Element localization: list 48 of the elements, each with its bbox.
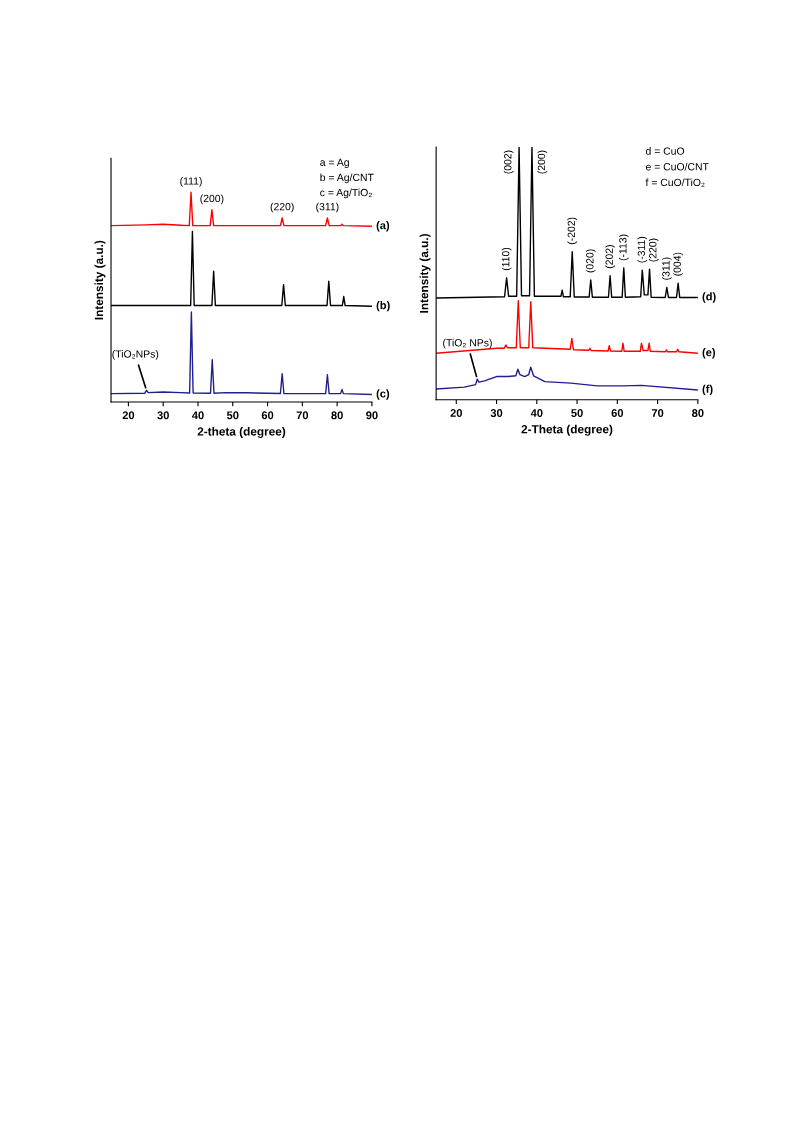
annotation: (-113) (618, 234, 629, 261)
x-tick-label: 40 (191, 411, 204, 420)
x-tick-label: 50 (571, 409, 583, 417)
x-axis-title: 2-Theta (degree) (521, 424, 613, 436)
y-axis-title: Intensity (a.u.) (419, 234, 431, 313)
y-axis-title: Intensity (a.u.) (94, 240, 106, 320)
annotation: (004) (673, 252, 683, 276)
annotation: (220) (270, 202, 294, 213)
series-label: (f) (702, 384, 713, 396)
x-tick-label: 30 (157, 411, 169, 420)
text: b = Ag/CNT (320, 173, 374, 184)
x-tick-label: 70 (651, 409, 664, 417)
annotation: (200) (537, 150, 548, 174)
annotation: (TiO₂NPs) (112, 350, 159, 360)
x-tick-label: 60 (611, 409, 624, 417)
series-label: (a) (376, 221, 390, 232)
x-tick-label: 40 (530, 409, 543, 417)
series-label: (b) (376, 301, 390, 312)
annotation: (111) (180, 177, 202, 187)
x-tick-label: 20 (450, 409, 462, 417)
x-tick-label: 60 (261, 411, 274, 420)
annotation: f = CuO/TiO₂ (645, 178, 705, 187)
annotation: c = Ag/TiO₂ (320, 188, 372, 199)
series-label: (d) (702, 292, 716, 303)
annotation: (200) (200, 194, 224, 205)
series-label: (e) (702, 348, 716, 359)
annotation: e = CuO/CNT (645, 162, 709, 171)
x-tick-label: 30 (490, 409, 503, 417)
annotation: (TiO₂ NPs) (443, 338, 492, 349)
annotation: (020) (585, 249, 596, 273)
x-tick-label: 70 (296, 411, 309, 420)
x-tick-label: 80 (692, 409, 704, 417)
annotation: (110) (501, 247, 512, 271)
x-tick-label: 20 (122, 411, 135, 420)
annotation: (311) (661, 257, 672, 280)
annotation: (311) (316, 202, 339, 213)
x-tick-label: 50 (226, 411, 239, 420)
annotation: (220) (648, 238, 659, 262)
x-axis-title: 2-theta (degree) (197, 426, 286, 439)
annotation: (002) (503, 150, 514, 174)
x-tick-label: 90 (366, 411, 378, 420)
annotation: (-202) (567, 217, 578, 245)
text: a = Ag (320, 158, 349, 169)
annotation: (202) (605, 245, 615, 269)
x-tick-label: 80 (331, 411, 343, 420)
annotation: (-311) (637, 236, 648, 263)
series-label: (c) (376, 389, 390, 400)
annotation: d = CuO (645, 147, 685, 155)
